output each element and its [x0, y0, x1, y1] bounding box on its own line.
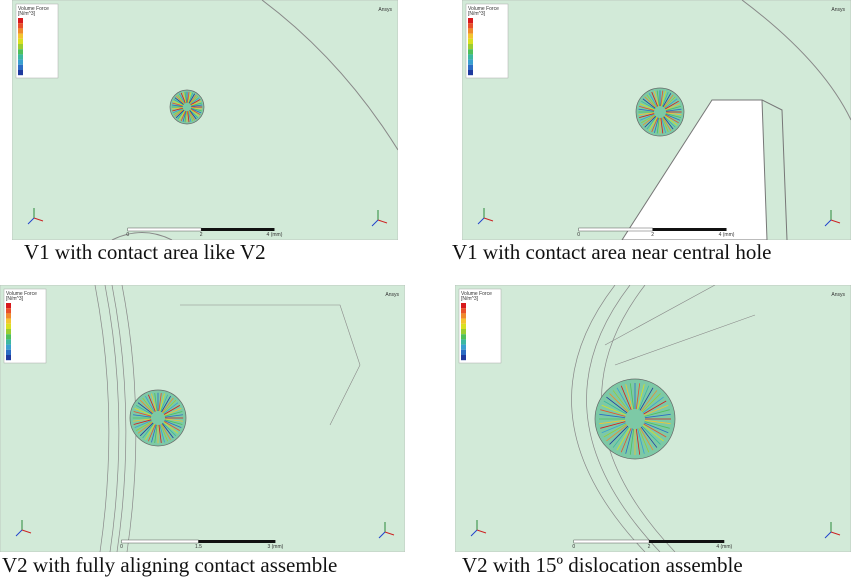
- legend-swatch: [461, 339, 466, 344]
- caption: V1 with contact area near central hole: [452, 240, 772, 265]
- legend-swatch: [18, 70, 23, 75]
- legend-swatch: [18, 65, 23, 70]
- legend-swatch: [468, 28, 473, 33]
- caption: V2 with fully aligning contact assemble: [2, 553, 337, 578]
- scale-label: 2: [200, 232, 203, 238]
- legend-swatch: [6, 355, 11, 360]
- scale-bar: [201, 228, 274, 231]
- legend-swatch: [6, 324, 11, 329]
- legend-swatch: [461, 334, 466, 339]
- ansys-view: Volume Force[N/m^3]Ansys024 (mm): [12, 0, 398, 240]
- scale-label: 0: [577, 232, 580, 238]
- legend-swatch: [468, 65, 473, 70]
- legend-swatch: [468, 34, 473, 39]
- scale-label: 3 (mm): [267, 544, 283, 550]
- software-name: Ansys: [831, 7, 845, 13]
- legend-swatch: [468, 18, 473, 23]
- legend-unit: [N/m^3]: [6, 296, 24, 302]
- legend-swatch: [18, 39, 23, 44]
- legend-swatch: [468, 49, 473, 54]
- caption: V2 with 15º dislocation assemble: [462, 553, 743, 578]
- legend-swatch: [468, 54, 473, 59]
- scale-label: 0: [126, 232, 129, 238]
- legend-swatch: [461, 324, 466, 329]
- scale-label: 4 (mm): [719, 232, 735, 238]
- software-name: Ansys: [378, 7, 392, 13]
- scale-label: 0: [572, 544, 575, 550]
- scale-bar: [198, 540, 275, 543]
- legend-swatch: [468, 70, 473, 75]
- caption: V1 with contact area like V2: [24, 240, 266, 265]
- legend-swatch: [6, 334, 11, 339]
- scale-bar: [574, 540, 649, 543]
- legend-swatch: [461, 308, 466, 313]
- scale-bar: [128, 228, 201, 231]
- legend-swatch: [461, 329, 466, 334]
- legend-swatch: [18, 34, 23, 39]
- legend-swatch: [6, 313, 11, 318]
- legend-swatch: [468, 39, 473, 44]
- ansys-view: Volume Force[N/m^3]Ansys024 (mm): [462, 0, 851, 240]
- legend-swatch: [6, 308, 11, 313]
- legend-swatch: [6, 303, 11, 308]
- legend-swatch: [461, 319, 466, 324]
- scale-label: 0: [120, 544, 123, 550]
- legend-swatch: [18, 54, 23, 59]
- legend-swatch: [18, 60, 23, 65]
- background: [12, 0, 398, 240]
- scale-label: 4 (mm): [267, 232, 283, 238]
- legend-swatch: [18, 49, 23, 54]
- scale-label: 2: [648, 544, 651, 550]
- scale-bar: [649, 540, 724, 543]
- legend-swatch: [6, 350, 11, 355]
- legend-swatch: [18, 44, 23, 49]
- legend-swatch: [6, 345, 11, 350]
- legend-swatch: [6, 319, 11, 324]
- scale-label: 4 (mm): [716, 544, 732, 550]
- legend-swatch: [461, 303, 466, 308]
- legend-unit: [N/m^3]: [18, 11, 36, 17]
- legend-swatch: [461, 355, 466, 360]
- legend-swatch: [18, 23, 23, 28]
- ansys-view: Volume Force[N/m^3]Ansys024 (mm): [455, 285, 851, 552]
- scale-label: 1.5: [195, 544, 202, 550]
- legend-swatch: [18, 18, 23, 23]
- scale-bar: [579, 228, 653, 231]
- legend-swatch: [6, 329, 11, 334]
- legend-swatch: [468, 60, 473, 65]
- legend-swatch: [461, 345, 466, 350]
- legend-swatch: [468, 23, 473, 28]
- legend-swatch: [468, 44, 473, 49]
- scale-bar: [122, 540, 199, 543]
- legend-swatch: [18, 28, 23, 33]
- background: [0, 285, 405, 552]
- software-name: Ansys: [385, 292, 399, 298]
- legend-unit: [N/m^3]: [461, 296, 479, 302]
- scale-bar: [653, 228, 727, 231]
- figure: Volume Force[N/m^3]Ansys024 (mm)V1 with …: [0, 0, 858, 585]
- legend-swatch: [6, 339, 11, 344]
- scale-label: 2: [651, 232, 654, 238]
- legend-unit: [N/m^3]: [468, 11, 486, 17]
- legend-swatch: [461, 313, 466, 318]
- software-name: Ansys: [831, 292, 845, 298]
- legend-swatch: [461, 350, 466, 355]
